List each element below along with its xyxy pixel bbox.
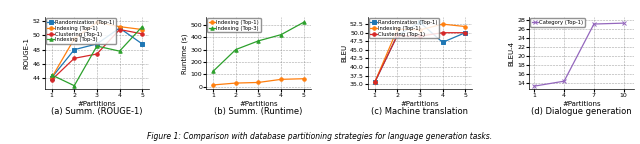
Text: (a) Summ. (ROUGE-1): (a) Summ. (ROUGE-1) (51, 107, 143, 115)
Line: Clustering (Top-1): Clustering (Top-1) (50, 28, 144, 82)
Randomization (Top-1) (70, 49, 78, 51)
Y-axis label: Runtime (s): Runtime (s) (181, 33, 188, 74)
Randomization (Top-1) (48, 77, 56, 79)
Indexing (Top-3) (70, 85, 78, 87)
Indexing (Top-3) (277, 34, 285, 36)
Y-axis label: BLEU-4: BLEU-4 (508, 41, 515, 66)
Indexing (Top-1) (93, 21, 100, 23)
Legend: Category (Top-1): Category (Top-1) (531, 18, 585, 26)
Indexing (Top-1) (277, 78, 285, 80)
Indexing (Top-1) (416, 29, 424, 31)
Line: Indexing (Top-3): Indexing (Top-3) (211, 20, 305, 73)
Category (Top-1) (590, 23, 598, 25)
Indexing (Top-1) (394, 28, 401, 30)
Line: Indexing (Top-1): Indexing (Top-1) (373, 22, 467, 84)
Clustering (Top-1) (93, 53, 100, 55)
Indexing (Top-1) (232, 82, 239, 84)
Indexing (Top-3) (209, 70, 217, 72)
Indexing (Top-3) (300, 21, 308, 23)
Clustering (Top-1) (394, 35, 401, 36)
Clustering (Top-1) (48, 79, 56, 81)
Indexing (Top-1) (255, 82, 262, 83)
Indexing (Top-1) (439, 23, 447, 25)
Randomization (Top-1) (138, 43, 146, 45)
Clustering (Top-1) (371, 82, 378, 83)
Randomization (Top-1) (461, 32, 469, 34)
Line: Category (Top-1): Category (Top-1) (532, 21, 625, 88)
Clustering (Top-1) (138, 33, 146, 35)
Category (Top-1) (531, 85, 538, 87)
Category (Top-1) (620, 22, 627, 24)
Line: Randomization (Top-1): Randomization (Top-1) (50, 26, 144, 79)
Text: Figure 1: Comparison with database partitioning strategies for language generati: Figure 1: Comparison with database parti… (147, 132, 493, 141)
Y-axis label: ROUGE-1: ROUGE-1 (24, 37, 30, 69)
Indexing (Top-1) (371, 82, 378, 83)
Randomization (Top-1) (116, 27, 124, 29)
Clustering (Top-1) (461, 32, 469, 34)
X-axis label: #Partitions: #Partitions (562, 101, 601, 107)
Line: Randomization (Top-1): Randomization (Top-1) (373, 21, 467, 84)
Legend: Indexing (Top-1), Indexing (Top-3): Indexing (Top-1), Indexing (Top-3) (207, 18, 260, 32)
Line: Indexing (Top-1): Indexing (Top-1) (211, 77, 305, 87)
Legend: Randomization (Top-1), Indexing (Top-1), Clustering (Top-1): Randomization (Top-1), Indexing (Top-1),… (369, 18, 439, 38)
Indexing (Top-3) (116, 50, 124, 52)
X-axis label: #Partitions: #Partitions (401, 101, 439, 107)
Indexing (Top-3) (48, 74, 56, 76)
Randomization (Top-1) (439, 41, 447, 43)
Indexing (Top-1) (300, 78, 308, 80)
Indexing (Top-1) (48, 77, 56, 79)
Clustering (Top-1) (116, 29, 124, 30)
Indexing (Top-3) (93, 45, 100, 47)
Indexing (Top-1) (209, 84, 217, 86)
Text: (b) Summ. (Runtime): (b) Summ. (Runtime) (214, 107, 303, 115)
Text: (d) Dialogue generation: (d) Dialogue generation (531, 107, 632, 115)
Randomization (Top-1) (416, 22, 424, 23)
Indexing (Top-1) (138, 29, 146, 30)
Indexing (Top-1) (461, 26, 469, 27)
Randomization (Top-1) (394, 35, 401, 36)
Indexing (Top-1) (70, 38, 78, 40)
Line: Clustering (Top-1): Clustering (Top-1) (373, 31, 467, 84)
Clustering (Top-1) (439, 32, 447, 34)
Y-axis label: BLEU: BLEU (341, 44, 347, 62)
Clustering (Top-1) (70, 57, 78, 59)
Indexing (Top-1) (116, 26, 124, 28)
Indexing (Top-3) (232, 49, 239, 50)
Legend: Randomization (Top-1), Indexing (Top-1), Clustering (Top-1), Indexing (Top-3): Randomization (Top-1), Indexing (Top-1),… (46, 18, 116, 44)
Line: Indexing (Top-1): Indexing (Top-1) (50, 21, 144, 79)
X-axis label: #Partitions: #Partitions (77, 101, 116, 107)
Text: (c) Machine translation: (c) Machine translation (371, 107, 468, 115)
Clustering (Top-1) (416, 35, 424, 37)
Randomization (Top-1) (371, 82, 378, 83)
Randomization (Top-1) (93, 43, 100, 45)
Indexing (Top-3) (138, 26, 146, 28)
X-axis label: #Partitions: #Partitions (239, 101, 278, 107)
Category (Top-1) (560, 80, 568, 82)
Indexing (Top-3) (255, 40, 262, 42)
Line: Indexing (Top-3): Indexing (Top-3) (50, 25, 144, 87)
